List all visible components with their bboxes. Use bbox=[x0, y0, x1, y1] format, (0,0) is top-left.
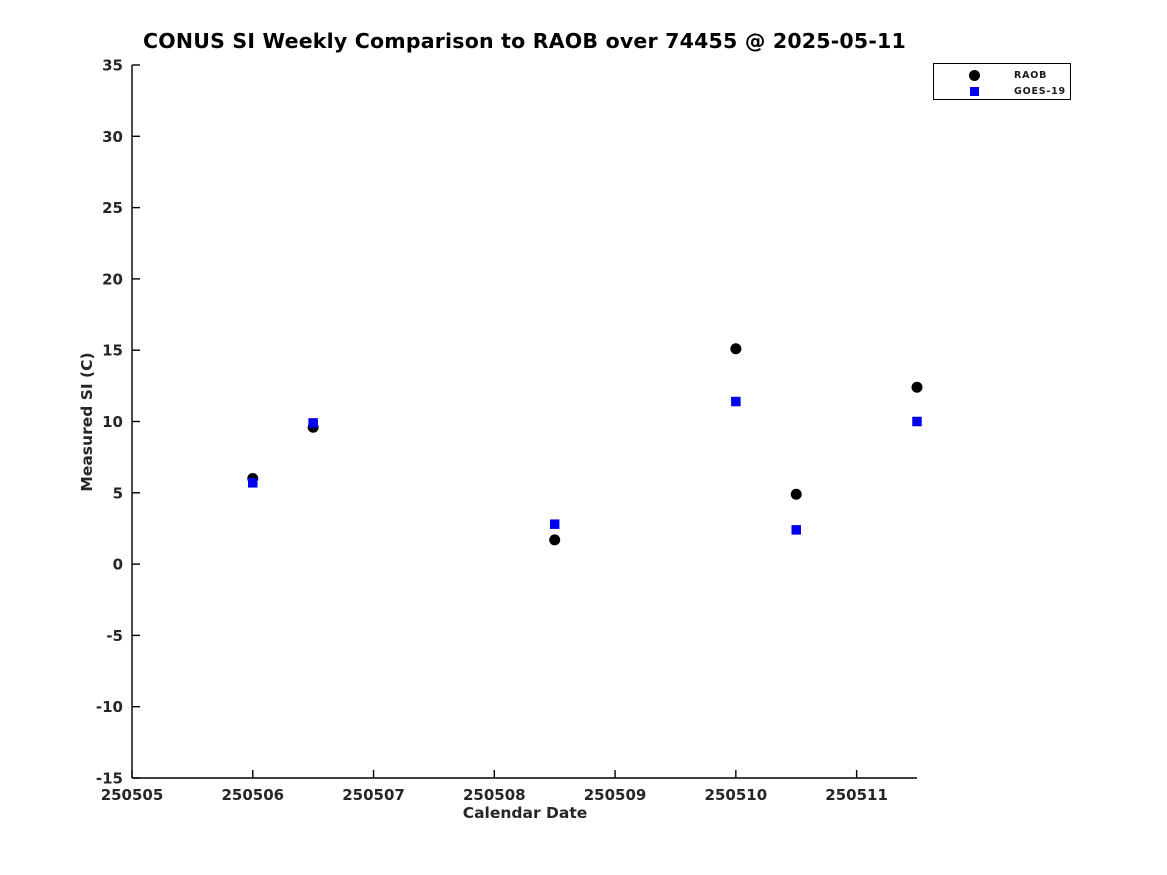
y-tick-label: 35 bbox=[102, 57, 123, 75]
x-tick-label: 250510 bbox=[705, 786, 768, 804]
y-tick-label: 30 bbox=[102, 128, 123, 146]
x-tick-label: 250507 bbox=[342, 786, 405, 804]
goes19-data-point bbox=[308, 418, 318, 428]
y-tick-label: -10 bbox=[96, 698, 123, 716]
raob-data-point bbox=[549, 534, 561, 546]
legend-item-goes19: GOES-19 bbox=[934, 83, 1070, 99]
x-tick-label: 250509 bbox=[584, 786, 647, 804]
legend-label-raob: RAOB bbox=[1014, 69, 1048, 81]
raob-data-point bbox=[730, 343, 742, 355]
x-tick-label: 250506 bbox=[221, 786, 284, 804]
chart-title: CONUS SI Weekly Comparison to RAOB over … bbox=[143, 29, 906, 53]
goes19-square-marker-icon bbox=[969, 86, 979, 96]
legend-item-raob: RAOB bbox=[934, 67, 1070, 83]
raob-data-point bbox=[790, 488, 802, 500]
y-tick-label: 25 bbox=[102, 199, 123, 217]
y-tick-label: -5 bbox=[106, 627, 123, 645]
goes19-data-point bbox=[791, 525, 801, 535]
legend: RAOB GOES-19 bbox=[933, 63, 1071, 100]
goes19-data-point bbox=[248, 478, 258, 488]
y-tick-label: 10 bbox=[102, 413, 123, 431]
raob-circle-marker-icon bbox=[968, 69, 980, 81]
legend-label-goes19: GOES-19 bbox=[1014, 85, 1066, 97]
y-tick-label: 15 bbox=[102, 342, 123, 360]
y-tick-label: 0 bbox=[113, 556, 123, 574]
legend-marker-cell bbox=[934, 69, 1014, 81]
y-tick-label: 20 bbox=[102, 270, 123, 288]
y-tick-label: -15 bbox=[96, 770, 123, 788]
x-tick-label: 250508 bbox=[463, 786, 526, 804]
goes19-data-point bbox=[912, 416, 922, 427]
y-tick-label: 5 bbox=[113, 484, 123, 502]
legend-marker-cell bbox=[934, 86, 1014, 96]
goes19-data-point bbox=[549, 519, 560, 529]
x-tick-label: 250511 bbox=[825, 786, 888, 804]
x-tick-label: 250505 bbox=[101, 786, 164, 804]
x-axis-label: Calendar Date bbox=[462, 804, 588, 822]
raob-data-point bbox=[911, 381, 923, 393]
goes19-data-point bbox=[731, 396, 741, 407]
